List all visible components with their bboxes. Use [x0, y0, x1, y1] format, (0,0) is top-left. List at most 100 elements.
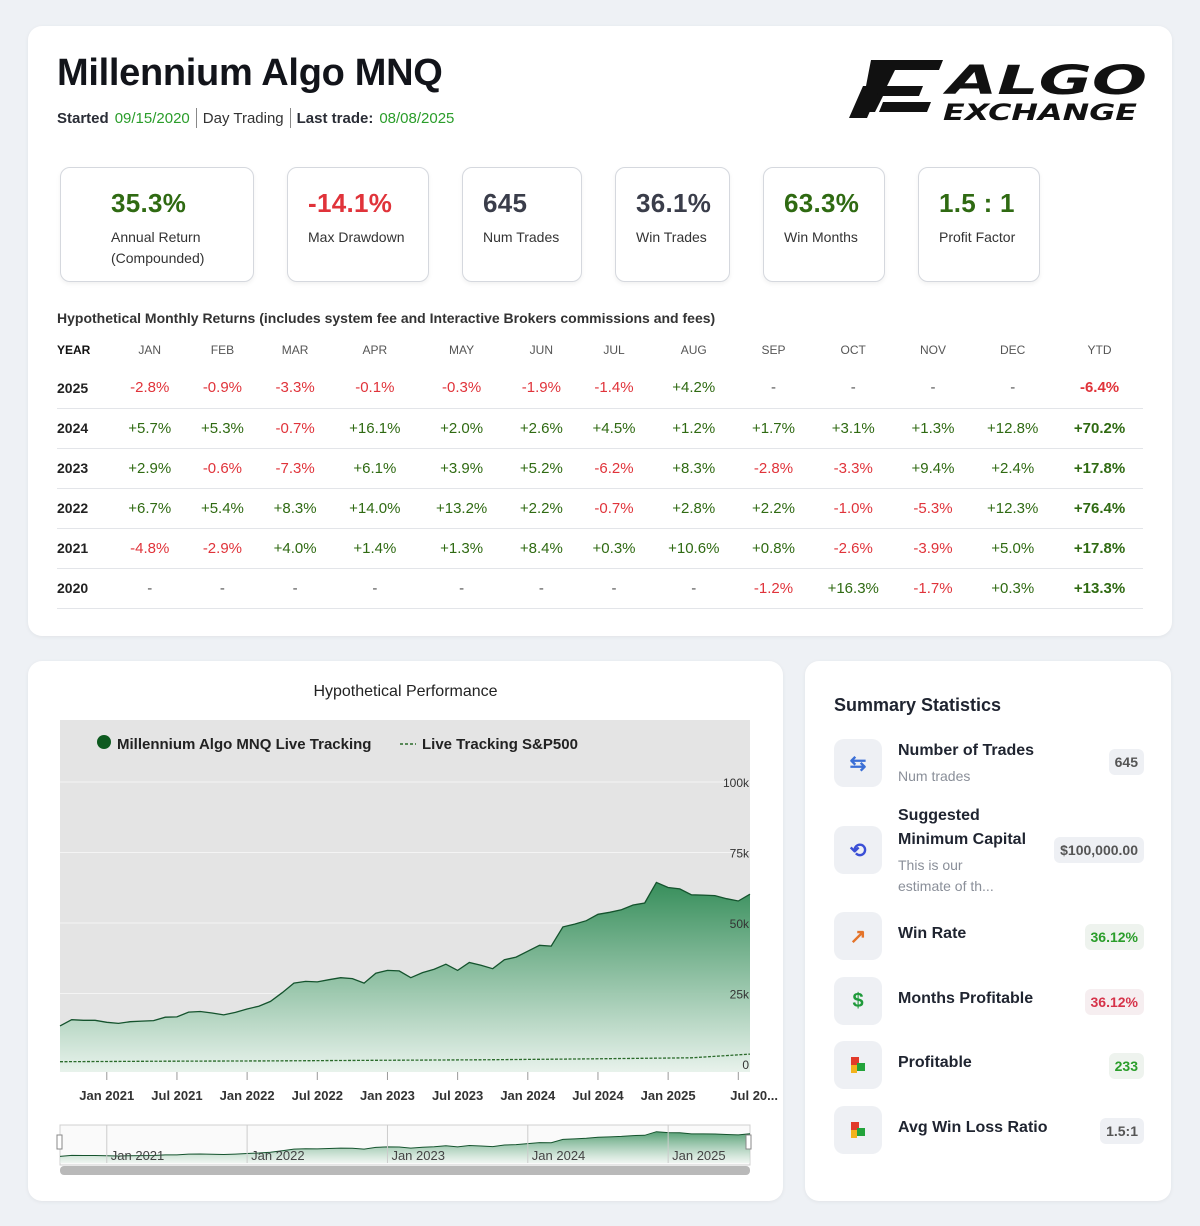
dollar-icon: $	[834, 977, 882, 1025]
stat-badge: 36.12%	[1084, 989, 1144, 1015]
last-trade-label: Last trade:	[296, 109, 374, 127]
divider	[195, 108, 197, 128]
month-cell: -0.3%	[418, 368, 506, 409]
month-cell: +1.3%	[418, 528, 506, 569]
stat-badge: 1.5:1	[1100, 1118, 1144, 1144]
column-header: AUG	[680, 343, 707, 357]
navigator-line	[59, 1131, 751, 1157]
navigator-left-handle[interactable]	[56, 1134, 63, 1150]
x-tick-label: Jul 2022	[292, 1088, 343, 1103]
navigator-right-handle[interactable]	[745, 1134, 752, 1150]
stat-suggested-capital: ⟲ Suggested Minimum Capital This is our …	[834, 804, 1144, 896]
kpi-value: -14.1%	[308, 188, 393, 218]
month-cell: +8.3%	[650, 448, 738, 489]
puzzle-icon	[834, 1041, 882, 1089]
kpi-label: Num Trades	[483, 229, 560, 245]
legend-label-algo[interactable]: Millennium Algo MNQ Live Tracking	[117, 736, 371, 753]
y-tick-label: 75k	[730, 847, 750, 861]
x-tick-label: Jul 2023	[432, 1088, 483, 1103]
kpi-win-trades: 36.1% Win Trades	[615, 167, 730, 282]
legend-label-sp500[interactable]: Live Tracking S&P500	[422, 736, 578, 753]
column-header: SEP	[761, 343, 786, 357]
kpi-value: 63.3%	[784, 188, 860, 218]
trading-style: Day Trading	[202, 109, 284, 127]
column-header: FEB	[210, 343, 235, 357]
table-row: 2022 +6.7% +5.4% +8.3% +14.0% +13.2% +2.2% -0.7…	[57, 488, 1143, 529]
stat-label: Win Rate	[898, 925, 967, 942]
algo-line[interactable]	[59, 881, 751, 1027]
year-cell: 2025	[57, 368, 114, 409]
kpi-value: 35.3%	[111, 188, 187, 218]
month-cell: -3.3%	[809, 448, 897, 489]
kpi-label: Win Trades	[636, 229, 707, 245]
month-cell: +2.2%	[737, 488, 810, 529]
navigator-scrollbar[interactable]	[60, 1166, 750, 1175]
month-cell: +13.2%	[418, 488, 506, 529]
month-cell: -	[258, 568, 332, 609]
chart-title: Hypothetical Performance	[313, 683, 498, 700]
month-cell: -1.7%	[896, 568, 970, 609]
month-cell: -4.8%	[113, 528, 187, 569]
month-cell: -	[650, 568, 738, 609]
stat-months-profitable: $ Months Profitable 36.12%	[834, 977, 1144, 1027]
month-cell: +0.3%	[969, 568, 1057, 609]
column-header: OCT	[840, 343, 866, 357]
y-tick-label: 50k	[730, 917, 750, 931]
month-cell: +3.1%	[809, 408, 897, 449]
sp500-line[interactable]	[59, 1053, 751, 1063]
kpi-win-months: 63.3% Win Months	[763, 167, 885, 282]
strategy-overview-card: Millennium Algo MNQ Started 09/15/2020 D…	[28, 26, 1172, 636]
month-cell: -	[809, 368, 897, 409]
year-cell: 2022	[57, 488, 114, 529]
month-cell: -	[186, 568, 259, 609]
year-cell: 2024	[57, 408, 114, 449]
column-header: YEAR	[57, 343, 91, 357]
strategy-meta: Started 09/15/2020 Day Trading Last trad…	[57, 108, 454, 128]
kpi-label: Win Months	[784, 229, 858, 245]
range-navigator[interactable]: Jan 2021 Jan 2022 Jan 2023 Jan 2024 Jan 2025	[56, 1124, 752, 1175]
month-cell: -0.7%	[258, 408, 332, 449]
stat-label: Avg Win Loss Ratio	[898, 1119, 1048, 1136]
stat-number-of-trades: ⇆ Number of Trades Num trades 645	[834, 739, 1144, 789]
kpi-annual-return: 35.3% Annual Return (Compounded)	[60, 167, 254, 282]
month-cell: +4.5%	[577, 408, 651, 449]
trend-up-icon: ↗	[834, 912, 882, 960]
returns-caption: Hypothetical Monthly Returns (includes s…	[57, 310, 716, 326]
month-cell: -	[737, 368, 810, 409]
x-tick-label: Jul 20...	[730, 1088, 778, 1103]
month-cell: +5.4%	[186, 488, 259, 529]
month-cell: -6.2%	[577, 448, 651, 489]
chart-legend[interactable]: Millennium Algo MNQ Live Tracking Live T…	[97, 735, 578, 753]
month-cell: +16.3%	[809, 568, 897, 609]
stat-avg-win-loss-ratio: Avg Win Loss Ratio 1.5:1	[834, 1106, 1144, 1156]
x-tick-label: Jul 2021	[151, 1088, 202, 1103]
year-cell: 2023	[57, 448, 114, 489]
month-cell: -	[113, 568, 187, 609]
navigator-tick-label: Jan 2024	[532, 1148, 586, 1163]
month-cell: -3.9%	[896, 528, 970, 569]
table-row: 2020- - - - - - - - -1.2% +16.3% -1.7% +0.3% +13.3%	[57, 568, 1143, 609]
x-tick-label: Jul 2024	[572, 1088, 624, 1103]
month-cell: +4.0%	[258, 528, 332, 569]
month-cell: +12.3%	[969, 488, 1057, 529]
ytd-cell: +13.3%	[1056, 568, 1143, 609]
stat-badge: $100,000.00	[1054, 837, 1144, 863]
month-cell: +6.7%	[113, 488, 187, 529]
last-trade-date: 08/08/2025	[379, 109, 455, 127]
month-cell: +0.3%	[577, 528, 651, 569]
legend-marker-algo	[97, 735, 111, 749]
x-tick-label: Jan 2022	[220, 1088, 275, 1103]
month-cell: -1.0%	[809, 488, 897, 529]
performance-chart-card: Hypothetical Performance 0 25k 50k 75k 100k …	[28, 661, 783, 1201]
ytd-cell: +70.2%	[1056, 408, 1143, 449]
month-cell: -1.4%	[577, 368, 651, 409]
month-cell: -	[505, 568, 578, 609]
page-title: Millennium Algo MNQ	[57, 52, 443, 94]
month-cell: +14.0%	[331, 488, 419, 529]
month-cell: +1.2%	[650, 408, 738, 449]
month-cell: -	[418, 568, 506, 609]
month-cell: +1.3%	[896, 408, 970, 449]
column-header: JUN	[529, 343, 554, 357]
kpi-profit-factor: 1.5 : 1 Profit Factor	[918, 167, 1040, 282]
